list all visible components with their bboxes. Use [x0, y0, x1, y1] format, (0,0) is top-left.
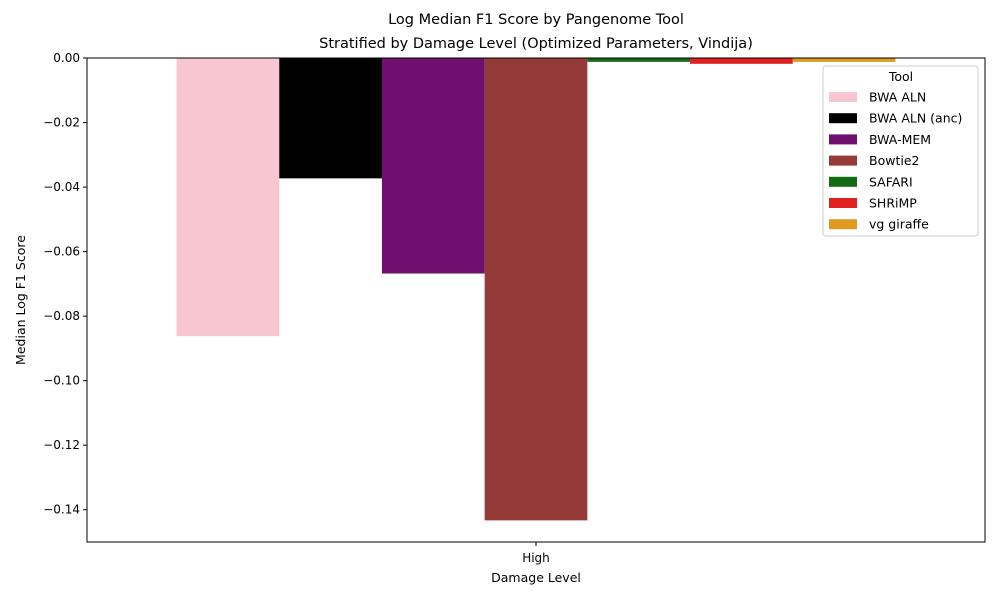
chart-title-line1: Log Median F1 Score by Pangenome Tool	[388, 12, 684, 28]
legend-title: Tool	[888, 69, 913, 84]
y-tick-label: −0.08	[43, 309, 80, 323]
bar-bowtie2	[484, 58, 588, 521]
legend-swatch	[829, 134, 857, 145]
legend-entry: BWA ALN	[869, 90, 926, 105]
y-tick-label: −0.14	[43, 503, 80, 517]
legend-swatch	[829, 155, 857, 166]
legend-swatch	[829, 198, 857, 208]
chart-title-line2: Stratified by Damage Level (Optimized Pa…	[319, 36, 753, 52]
legend-entry: vg giraffe	[869, 217, 929, 232]
y-axis: 0.00 −0.02 −0.04 −0.06 −0.08 −0.10 −0.12 −0.14	[43, 51, 87, 517]
bars-group	[176, 58, 896, 521]
bar-bwa-aln	[176, 58, 280, 337]
y-tick-label: −0.06	[43, 245, 80, 259]
legend-entry: SHRiMP	[869, 196, 917, 211]
x-tick-label: High	[522, 551, 550, 565]
y-tick-label: 0.00	[53, 51, 80, 65]
y-tick-label: −0.02	[43, 116, 80, 130]
bar-shrimp	[690, 58, 793, 64]
y-axis-label: Median Log F1 Score	[13, 235, 28, 365]
bar-safari	[587, 58, 691, 62]
legend-swatch	[829, 219, 857, 230]
legend-swatch	[829, 176, 857, 187]
y-tick-label: −0.12	[43, 438, 80, 452]
x-axis-label: Damage Level	[491, 570, 581, 585]
legend-entry: Bowtie2	[869, 153, 919, 168]
legend-swatch	[829, 113, 857, 124]
legend-entry: BWA-MEM	[869, 132, 931, 147]
legend: Tool BWA ALN BWA ALN (anc) BWA-MEM Bowtie2 S…	[822, 65, 979, 237]
y-tick-label: −0.04	[43, 180, 80, 194]
bar-bwa-aln-anc	[279, 58, 382, 179]
legend-entry: BWA ALN (anc)	[869, 111, 962, 126]
x-axis: High	[522, 542, 550, 565]
bar-bwa-mem	[381, 58, 485, 274]
bar-vg-giraffe	[792, 58, 896, 62]
legend-swatch	[829, 92, 857, 102]
legend-entry: SAFARI	[869, 174, 913, 189]
legend-frame	[822, 65, 979, 237]
plot-frame	[86, 57, 986, 543]
y-tick-label: −0.10	[43, 374, 80, 388]
